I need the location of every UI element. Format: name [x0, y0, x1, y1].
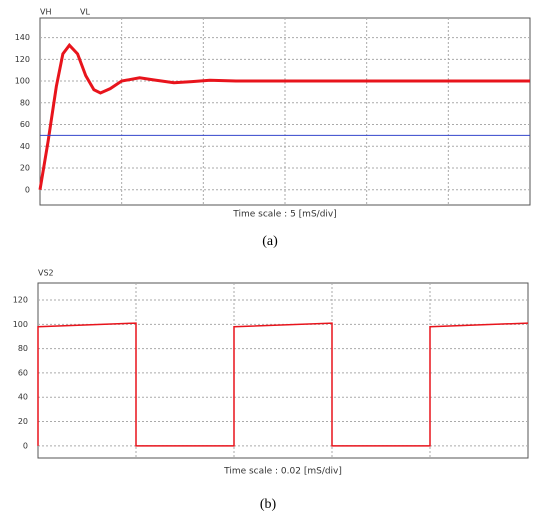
y-tick-label: 100	[13, 320, 28, 329]
y-tick-label: 0	[23, 441, 28, 450]
plot-area	[37, 282, 529, 459]
series-line	[38, 42, 530, 191]
y-tick-label: 60	[20, 120, 30, 129]
x-axis-label: Time scale : 5 [mS/div]	[232, 210, 337, 220]
caption: (a)	[262, 234, 278, 249]
y-tick-label: 40	[20, 142, 30, 151]
series-line	[37, 322, 529, 447]
y-tick-label: 100	[15, 77, 30, 86]
x-axis-label: Time scale : 0.02 [mS/div]	[223, 467, 342, 477]
y-tick-label: 60	[18, 368, 28, 377]
y-tick-label: 80	[20, 98, 30, 107]
y-tick-label: 120	[15, 55, 30, 64]
y-tick-label: 40	[18, 393, 28, 402]
y-tick-label: 120	[13, 296, 28, 305]
y-tick-label: 80	[18, 344, 28, 353]
legend-label: VH	[40, 8, 52, 17]
y-tick-label: 20	[20, 164, 30, 173]
y-tick-label: 140	[15, 33, 30, 42]
y-tick-label: 20	[18, 417, 28, 426]
legend-label: VL	[80, 8, 90, 17]
legend-label: VS2	[38, 269, 54, 278]
caption: (b)	[260, 497, 277, 512]
y-tick-label: 0	[25, 185, 30, 194]
